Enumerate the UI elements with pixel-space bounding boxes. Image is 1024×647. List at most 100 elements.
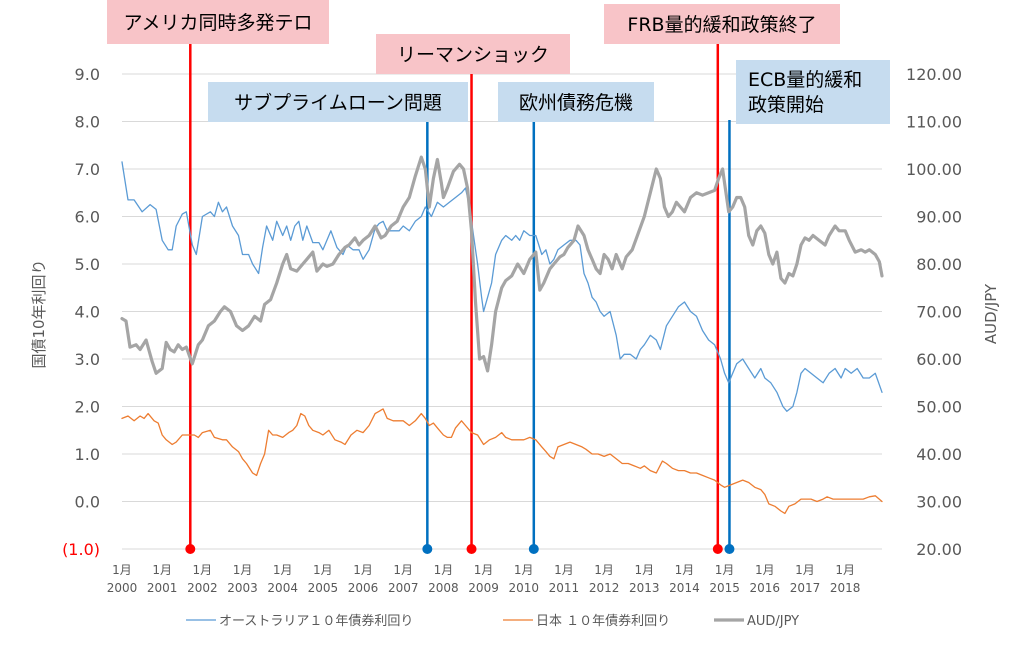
event-annotation: FRB量的緩和政策終了 xyxy=(604,4,840,44)
x-tick-year: 2005 xyxy=(308,581,339,595)
left-tick-label: 3.0 xyxy=(75,350,100,369)
event-markers xyxy=(185,44,735,554)
right-tick-label: 100.00 xyxy=(906,160,962,179)
x-axis-ticks: 1月 2000 1月 2001 1月 2002 1月 2003 1月 2004 1月 2005 1月 20… xyxy=(107,563,861,595)
legend-label: オーストラリア１０年債券利回り xyxy=(219,613,413,629)
x-tick-year: 2001 xyxy=(147,581,178,595)
x-tick-year: 2015 xyxy=(709,581,740,595)
annotation-box xyxy=(736,60,890,124)
series-line xyxy=(121,161,883,412)
x-tick-month: 1月 xyxy=(393,563,413,577)
x-tick-month: 1月 xyxy=(554,563,574,577)
annotation-box xyxy=(376,34,570,74)
annotation-box xyxy=(107,0,329,44)
legend-label: AUD/JPY xyxy=(747,614,799,629)
right-tick-label: 120.00 xyxy=(906,65,962,84)
legend-label: 日本 １０年債券利回り xyxy=(536,613,670,629)
annotation-text: サブプライムローン問題 xyxy=(234,91,442,114)
x-tick-month: 1月 xyxy=(634,563,654,577)
x-tick-year: 2018 xyxy=(830,581,861,595)
left-tick-label: 0.0 xyxy=(75,493,100,512)
left-axis-ticks: 9.0 8.0 7.0 6.0 5.0 4.0 3.0 2.0 1.0 0.0 (1.0) xyxy=(62,65,100,559)
event-dot xyxy=(185,544,196,554)
event-annotation: 欧州債務危機 xyxy=(498,82,654,122)
x-tick-month: 1月 xyxy=(193,563,213,577)
x-tick-year: 2017 xyxy=(790,581,821,595)
right-tick-label: 110.00 xyxy=(906,113,962,132)
annotation-text: FRB量的緩和政策終了 xyxy=(627,14,816,36)
event-dot xyxy=(422,544,433,554)
x-tick-year: 2003 xyxy=(227,581,258,595)
left-tick-label: 5.0 xyxy=(75,255,100,274)
x-tick-month: 1月 xyxy=(273,563,293,577)
annotation-text: ECB量的緩和 xyxy=(748,69,862,91)
left-tick-label: 9.0 xyxy=(75,65,100,84)
x-tick-year: 2013 xyxy=(629,581,660,595)
x-tick-year: 2014 xyxy=(669,581,700,595)
event-dot xyxy=(724,544,735,554)
right-axis-ticks: 120.00 110.00 100.00 90.00 80.00 70.00 60.00 50… xyxy=(906,65,962,559)
x-tick-year: 2007 xyxy=(388,581,419,595)
annotation-text: アメリカ同時多発テロ xyxy=(123,12,312,34)
x-tick-month: 1月 xyxy=(353,563,373,577)
right-tick-label: 60.00 xyxy=(916,350,962,369)
right-tick-label: 30.00 xyxy=(916,493,962,512)
right-tick-label: 90.00 xyxy=(916,208,962,227)
right-tick-label: 40.00 xyxy=(916,445,962,464)
x-tick-year: 2004 xyxy=(267,581,298,595)
x-tick-year: 2012 xyxy=(589,581,620,595)
left-tick-label: 7.0 xyxy=(75,160,100,179)
x-tick-month: 1月 xyxy=(514,563,534,577)
x-tick-month: 1月 xyxy=(594,563,614,577)
annotation-text: 欧州債務危機 xyxy=(519,92,633,114)
right-tick-label: 50.00 xyxy=(916,398,962,417)
x-tick-year: 2016 xyxy=(750,581,781,595)
left-tick-label: 1.0 xyxy=(75,445,100,464)
left-tick-label: 4.0 xyxy=(75,303,100,322)
x-tick-year: 2010 xyxy=(508,581,539,595)
left-tick-label: 2.0 xyxy=(75,398,100,417)
series-line xyxy=(121,408,883,515)
annotation-box xyxy=(498,82,654,122)
right-tick-label: 70.00 xyxy=(916,303,962,322)
right-tick-label: 20.00 xyxy=(916,540,962,559)
left-tick-label: 6.0 xyxy=(75,208,100,227)
x-tick-year: 2002 xyxy=(187,581,218,595)
x-tick-month: 1月 xyxy=(474,563,494,577)
annotation-box xyxy=(604,4,840,44)
x-tick-month: 1月 xyxy=(434,563,454,577)
x-tick-month: 1月 xyxy=(675,563,695,577)
x-tick-year: 2006 xyxy=(348,581,379,595)
x-tick-month: 1月 xyxy=(835,563,855,577)
x-tick-year: 2008 xyxy=(428,581,459,595)
left-tick-label: 8.0 xyxy=(75,113,100,132)
annotation-text: リーマンショック xyxy=(397,44,549,66)
event-dot xyxy=(466,544,477,554)
event-annotation: アメリカ同時多発テロ xyxy=(107,0,329,44)
x-tick-month: 1月 xyxy=(795,563,815,577)
x-tick-year: 2000 xyxy=(107,581,138,595)
x-tick-year: 2011 xyxy=(549,581,580,595)
annotation-box xyxy=(208,82,468,122)
event-dot xyxy=(528,544,539,554)
right-tick-label: 80.00 xyxy=(916,255,962,274)
x-tick-month: 1月 xyxy=(152,563,172,577)
x-tick-month: 1月 xyxy=(755,563,775,577)
gridlines xyxy=(122,73,882,550)
event-dot xyxy=(712,544,723,554)
event-annotation: サブプライムローン問題 xyxy=(208,82,468,122)
left-axis-label: 国債10年利回り xyxy=(30,259,48,368)
left-tick-label: (1.0) xyxy=(62,540,100,559)
x-tick-month: 1月 xyxy=(715,563,735,577)
x-tick-year: 2009 xyxy=(468,581,499,595)
x-tick-month: 1月 xyxy=(313,563,333,577)
x-tick-month: 1月 xyxy=(112,563,132,577)
series-layer xyxy=(120,155,884,515)
x-tick-month: 1月 xyxy=(233,563,253,577)
series-line xyxy=(120,155,884,375)
legend: オーストラリア１０年債券利回り 日本 １０年債券利回り AUD/JPY xyxy=(186,613,799,629)
event-annotation: リーマンショック xyxy=(376,34,570,74)
